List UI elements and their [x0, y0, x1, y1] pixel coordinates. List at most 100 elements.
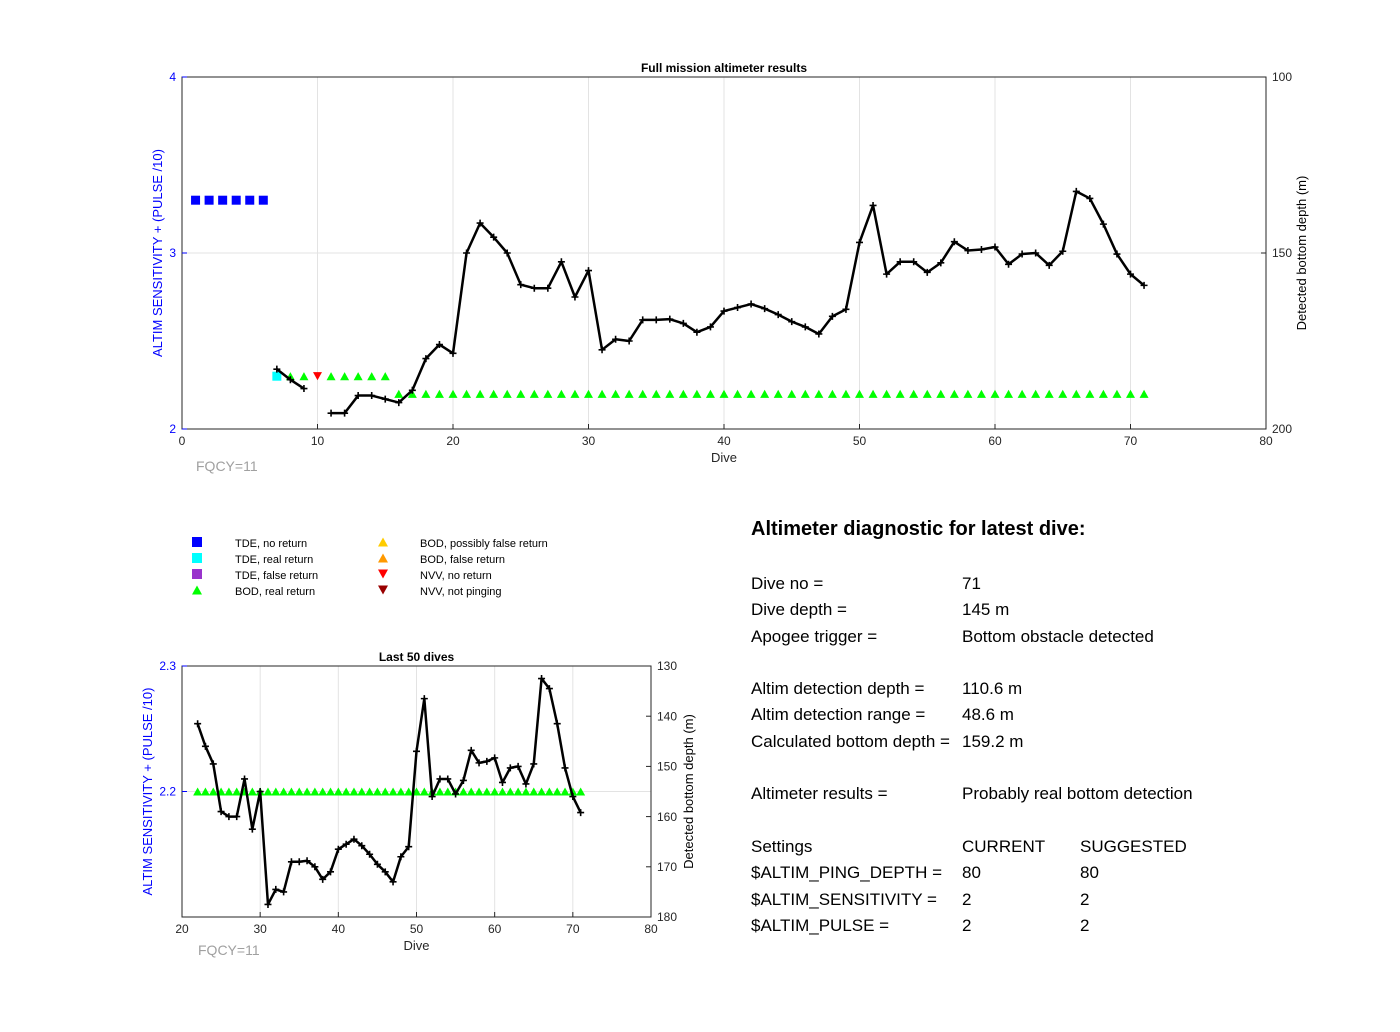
data-marker [624, 389, 634, 398]
depth-point [964, 247, 972, 255]
full-mission-plot: 0 10 20 30 40 50 60 70 80 2 3 4 100 150 200 Full missio… [150, 61, 1309, 474]
depth-point [1127, 270, 1134, 278]
data-marker [570, 389, 580, 398]
depth-point [856, 238, 863, 246]
chart-title: Full mission altimeter results [641, 61, 807, 75]
depth-point [761, 305, 769, 313]
data-marker [882, 389, 892, 398]
data-marker [584, 389, 593, 398]
data-marker [909, 389, 919, 398]
data-marker [543, 389, 553, 398]
depth-point [869, 201, 877, 209]
x-tick-label: 50 [410, 922, 424, 936]
data-marker [204, 195, 214, 205]
ping-depth-label: $ALTIM_PING_DEPTH = [751, 863, 942, 883]
data-marker [678, 389, 688, 398]
data-marker [404, 787, 414, 796]
depth-point [1032, 249, 1040, 257]
depth-point [1059, 247, 1067, 255]
depth-point [303, 857, 311, 865]
data-marker [353, 372, 363, 381]
x-tick-label: 40 [717, 434, 731, 448]
depth-point [585, 267, 592, 275]
data-marker [746, 389, 756, 398]
data-marker [224, 787, 234, 796]
depth-point [256, 788, 264, 795]
y-right-tick-label: 160 [657, 810, 677, 824]
data-marker [462, 389, 472, 398]
depth-point [720, 307, 728, 315]
depth-point [679, 319, 687, 327]
depth-point [358, 842, 366, 850]
x-tick-label: 20 [446, 434, 460, 448]
data-marker [827, 389, 837, 398]
depth-point [639, 316, 647, 324]
depth-point [241, 775, 249, 783]
data-marker [349, 787, 359, 796]
depth-point [280, 888, 288, 896]
depth-point [612, 335, 620, 343]
data-marker [365, 787, 375, 796]
depth-point [517, 281, 525, 289]
x-tick-label: 30 [582, 434, 596, 448]
data-marker [232, 787, 242, 796]
data-marker [529, 787, 539, 796]
data-marker [466, 787, 476, 796]
data-marker [434, 389, 444, 398]
depth-point [1018, 250, 1026, 258]
results-label: Altimeter results = [751, 784, 888, 804]
pulse-suggested: 2 [1080, 915, 1090, 935]
data-marker [597, 389, 607, 398]
data-marker [1126, 389, 1135, 398]
data-marker [638, 389, 648, 398]
depth-point [1113, 250, 1121, 258]
depth-point [368, 392, 376, 400]
data-marker [1112, 389, 1122, 398]
legend-marker [378, 585, 388, 595]
data-marker [310, 787, 320, 796]
y-right-axis-label: Detected bottom depth (m) [681, 714, 696, 869]
data-marker [326, 787, 336, 796]
data-marker [868, 389, 878, 398]
fqcy-annotation: FQCY=11 [198, 942, 260, 958]
data-marker [552, 787, 562, 796]
series-nvv-no-return [313, 372, 322, 381]
depth-point [341, 409, 349, 417]
depth-point [937, 259, 945, 267]
depth-point [264, 900, 272, 908]
data-marker [516, 389, 526, 398]
x-tick-label: 80 [644, 922, 658, 936]
data-marker [419, 787, 429, 796]
depth-point [1140, 281, 1148, 289]
depth-point [544, 284, 552, 292]
y-right-tick-label: 100 [1272, 70, 1292, 84]
detect-range-label: Altim detection range = [751, 705, 926, 725]
depth-point [991, 243, 999, 251]
data-marker [279, 787, 289, 796]
data-marker [1139, 389, 1149, 398]
depth-point [319, 875, 327, 883]
depth-point [233, 813, 241, 821]
depth-point [327, 409, 335, 417]
data-marker [529, 389, 539, 398]
depth-point [327, 868, 335, 876]
depth-point [475, 759, 483, 767]
sensitivity-suggested: 2 [1080, 889, 1090, 909]
y-left-tick-label: 2 [169, 422, 176, 436]
x-tick-label: 40 [332, 922, 346, 936]
depth-point [225, 813, 233, 821]
data-marker [692, 389, 702, 398]
data-marker [787, 389, 797, 398]
legend-marker [378, 537, 388, 547]
data-marker [313, 372, 322, 381]
data-marker [380, 372, 390, 381]
legend-marker [192, 553, 202, 563]
data-marker [286, 787, 296, 796]
detect-depth-row: Altim detection depth = 110.6 m [751, 676, 1371, 702]
depth-point [788, 318, 796, 326]
data-marker [326, 372, 336, 381]
depth-point [444, 775, 452, 783]
apogee-row: Apogee trigger = Bottom obstacle detecte… [751, 624, 1371, 650]
depth-point [435, 341, 443, 349]
data-marker [855, 389, 864, 398]
